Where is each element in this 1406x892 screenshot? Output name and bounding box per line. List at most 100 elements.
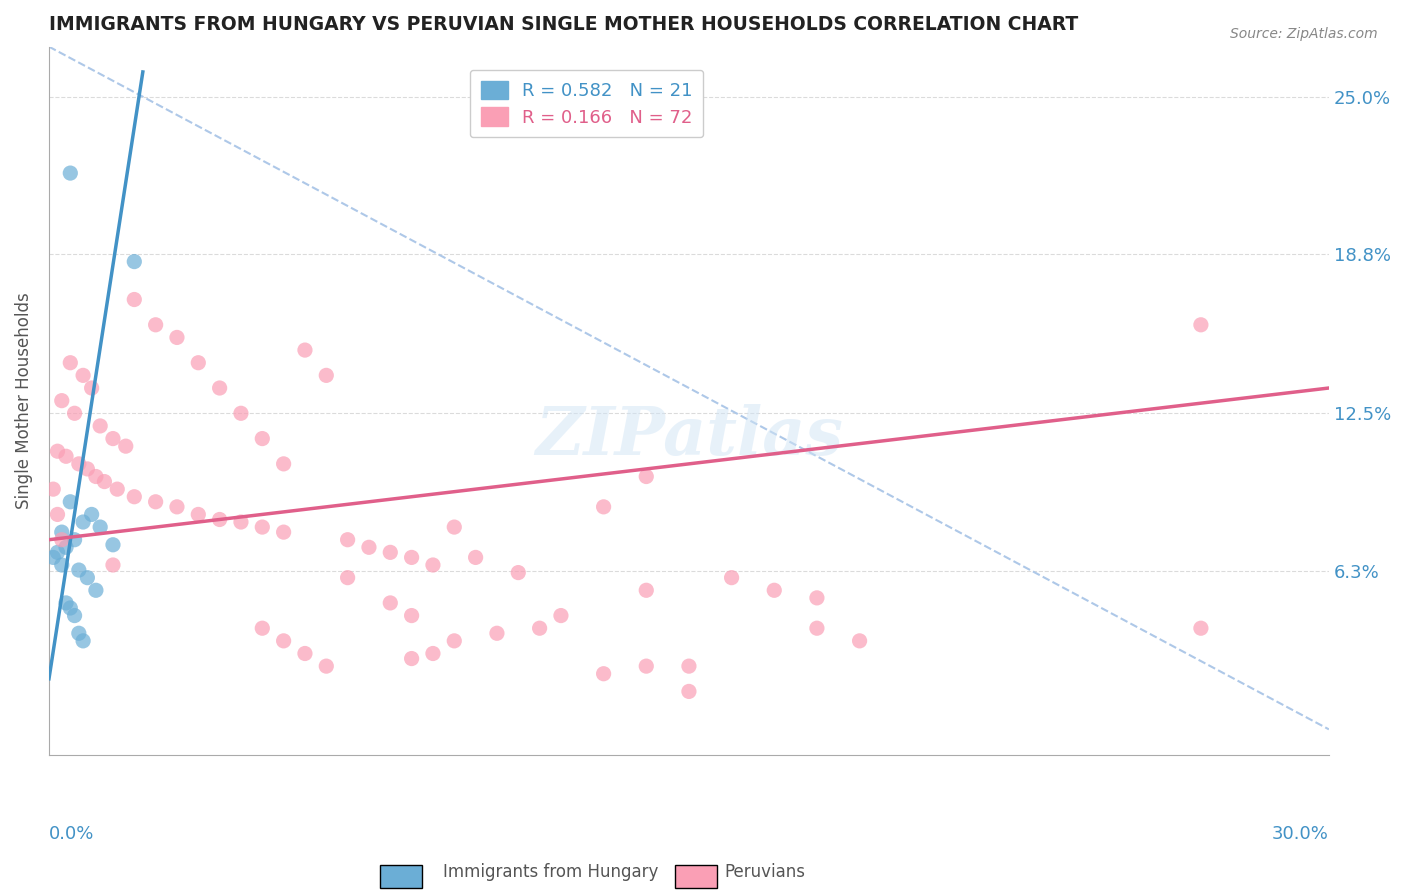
Point (63, 406, 86, 420)
Point (208, 512, 231, 526)
Point (380, 545, 402, 559)
Point (101, 558, 124, 572)
Point (51, 393, 73, 408)
Point (67, 563, 90, 577)
Point (848, 633, 870, 648)
Text: 30.0%: 30.0% (1272, 825, 1329, 844)
Text: Peruvians: Peruvians (724, 863, 806, 881)
Point (55, 541, 77, 555)
Point (76, 571, 98, 585)
Point (145, 318, 167, 332)
Point (101, 538, 124, 552)
Point (46, 508, 69, 522)
Legend: R = 0.582   N = 21, R = 0.166   N = 72: R = 0.582 N = 21, R = 0.166 N = 72 (470, 70, 703, 137)
Point (252, 520, 274, 534)
Point (592, 666, 614, 681)
Point (89, 419, 111, 434)
Text: ZIPatlas: ZIPatlas (536, 403, 842, 468)
Point (401, 550, 423, 565)
Point (67, 457, 90, 471)
Point (485, 626, 508, 640)
Point (42, 482, 65, 496)
Point (636, 659, 658, 673)
Text: IMMIGRANTS FROM HUNGARY VS PERUVIAN SINGLE MOTHER HOUSEHOLDS CORRELATION CHART: IMMIGRANTS FROM HUNGARY VS PERUVIAN SING… (49, 15, 1078, 34)
Point (84, 469, 107, 483)
Point (55, 450, 77, 464)
Point (336, 533, 359, 547)
Point (72, 633, 94, 648)
Point (294, 343, 316, 357)
Point (508, 566, 530, 580)
Point (636, 469, 658, 483)
Point (422, 558, 444, 572)
Point (187, 508, 209, 522)
Point (63, 608, 86, 623)
Point (806, 591, 828, 605)
Point (80, 508, 103, 522)
Y-axis label: Single Mother Households: Single Mother Households (15, 293, 32, 509)
Point (63, 533, 86, 547)
Point (315, 368, 337, 383)
Point (72, 368, 94, 383)
Text: 0.0%: 0.0% (49, 825, 94, 844)
Point (51, 525, 73, 540)
Point (166, 330, 188, 344)
Point (59, 166, 82, 180)
Point (273, 457, 295, 471)
Point (550, 608, 572, 623)
Point (59, 356, 82, 370)
Point (84, 583, 107, 598)
Text: Immigrants from Hungary: Immigrants from Hungary (443, 863, 658, 881)
Point (46, 545, 69, 559)
Point (67, 626, 90, 640)
Point (114, 439, 136, 453)
Point (636, 583, 658, 598)
Point (124, 293, 146, 307)
Point (422, 647, 444, 661)
Point (380, 596, 402, 610)
Point (229, 406, 252, 420)
Point (76, 462, 98, 476)
Point (763, 583, 786, 598)
Point (273, 525, 295, 540)
Point (72, 515, 94, 529)
Point (443, 520, 465, 534)
Point (273, 633, 295, 648)
Point (51, 533, 73, 547)
Point (59, 495, 82, 509)
Point (89, 520, 111, 534)
Point (46, 444, 69, 458)
Point (42, 550, 65, 565)
Point (252, 621, 274, 635)
Point (59, 601, 82, 615)
Point (229, 515, 252, 529)
Point (720, 571, 742, 585)
Point (55, 596, 77, 610)
Point (187, 356, 209, 370)
Point (51, 558, 73, 572)
Point (105, 482, 128, 496)
Point (464, 550, 486, 565)
Point (145, 495, 167, 509)
Point (252, 432, 274, 446)
Point (315, 659, 337, 673)
Point (1189, 621, 1212, 635)
Point (208, 381, 231, 395)
Point (678, 684, 700, 698)
Point (529, 621, 551, 635)
Point (678, 659, 700, 673)
Point (592, 500, 614, 514)
Point (806, 621, 828, 635)
Point (124, 490, 146, 504)
Point (401, 608, 423, 623)
Point (336, 571, 359, 585)
Point (101, 432, 124, 446)
Point (294, 647, 316, 661)
Point (93, 475, 115, 489)
Point (1189, 318, 1212, 332)
Point (80, 381, 103, 395)
Point (166, 500, 188, 514)
Text: Source: ZipAtlas.com: Source: ZipAtlas.com (1230, 27, 1378, 41)
Point (124, 254, 146, 268)
Point (401, 651, 423, 665)
